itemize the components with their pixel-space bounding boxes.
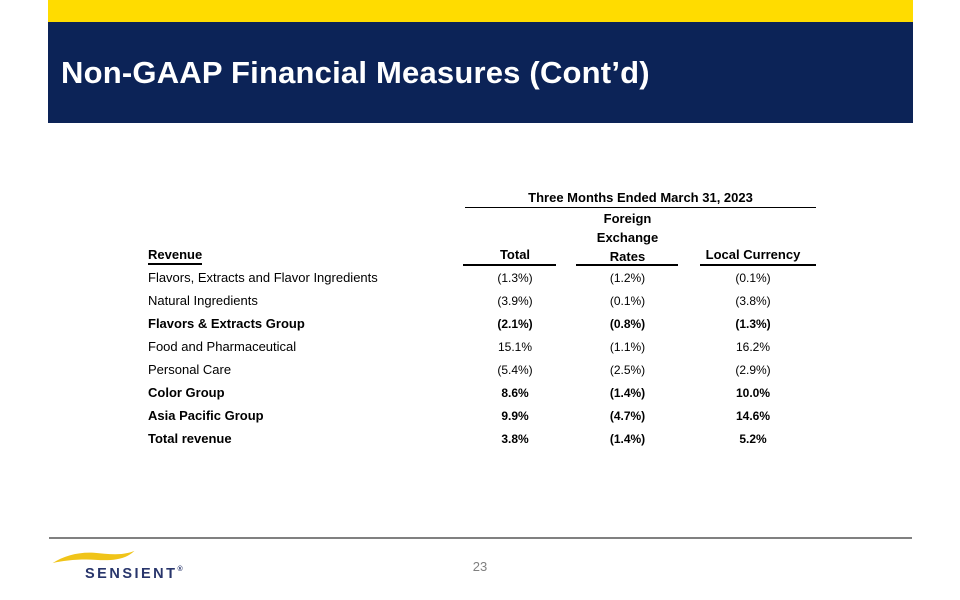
fx-header-line1: Foreign — [603, 211, 652, 226]
row-label: Total revenue — [148, 431, 232, 446]
table-row: Asia Pacific Group 9.9% (4.7%) 14.6% — [148, 404, 816, 427]
slide-title: Non-GAAP Financial Measures (Cont’d) — [61, 55, 650, 90]
row-value-local: 14.6% — [735, 408, 771, 423]
table-period-header: Three Months Ended March 31, 2023 — [465, 190, 816, 208]
row-value-total: (5.4%) — [497, 362, 533, 377]
row-value-fx: (4.7%) — [609, 408, 646, 423]
row-value-fx: (2.5%) — [609, 362, 646, 377]
yellow-accent-band — [48, 0, 913, 22]
row-label: Flavors, Extracts and Flavor Ingredients — [148, 270, 378, 285]
title-banner: Non-GAAP Financial Measures (Cont’d) — [48, 22, 913, 123]
column-header-local-currency: Local Currency — [705, 247, 801, 262]
rates-column-underline — [576, 264, 678, 266]
row-value-fx: (1.1%) — [609, 339, 646, 354]
table-row: Total revenue 3.8% (1.4%) 5.2% — [148, 427, 816, 450]
row-value-local: 10.0% — [735, 385, 771, 400]
row-value-local: 5.2% — [739, 431, 767, 446]
table-row: Color Group 8.6% (1.4%) 10.0% — [148, 381, 816, 404]
row-label: Food and Pharmaceutical — [148, 339, 297, 354]
row-value-total: (1.3%) — [497, 270, 533, 285]
total-column-underline — [463, 264, 556, 266]
row-value-fx: (0.1%) — [609, 293, 646, 308]
column-header-revenue: Revenue — [148, 247, 203, 265]
table-row: Food and Pharmaceutical 15.1% (1.1%) 16.… — [148, 335, 816, 358]
table-row: Personal Care (5.4%) (2.5%) (2.9%) — [148, 358, 816, 381]
fx-header-line2: Exchange — [596, 230, 659, 245]
row-value-fx: (1.4%) — [609, 385, 646, 400]
row-value-local: (2.9%) — [735, 362, 771, 377]
column-header-foreign-exchange-rates: Foreign Exchange Rates — [565, 209, 690, 266]
local-currency-column-underline — [700, 264, 816, 266]
fx-header-line3: Rates — [609, 249, 646, 264]
row-value-total: (3.9%) — [497, 293, 533, 308]
row-label: Personal Care — [148, 362, 232, 377]
column-header-total: Total — [499, 247, 531, 262]
row-value-local: (0.1%) — [735, 270, 771, 285]
row-value-total: 15.1% — [497, 339, 533, 354]
table-row: Natural Ingredients (3.9%) (0.1%) (3.8%) — [148, 289, 816, 312]
row-label: Natural Ingredients — [148, 293, 258, 308]
row-label: Color Group — [148, 385, 225, 400]
row-value-total: 9.9% — [501, 408, 529, 423]
table-row: Flavors & Extracts Group (2.1%) (0.8%) (… — [148, 312, 816, 335]
sensient-logo: SENSIENT® — [50, 549, 200, 582]
row-value-local: (3.8%) — [735, 293, 771, 308]
row-value-fx: (1.4%) — [609, 431, 646, 446]
row-value-total: (2.1%) — [497, 316, 533, 331]
table-body: Flavors, Extracts and Flavor Ingredients… — [148, 266, 816, 450]
logo-swoosh-icon — [52, 550, 135, 564]
registered-trademark-symbol: ® — [177, 566, 183, 573]
row-value-local: (1.3%) — [735, 316, 771, 331]
row-value-total: 3.8% — [501, 431, 529, 446]
row-value-local: 16.2% — [735, 339, 771, 354]
page-number: 23 — [472, 559, 488, 574]
footer-divider-line — [49, 537, 912, 539]
row-label: Asia Pacific Group — [148, 408, 264, 423]
table-row: Flavors, Extracts and Flavor Ingredients… — [148, 266, 816, 289]
row-label: Flavors & Extracts Group — [148, 316, 305, 331]
row-value-total: 8.6% — [501, 385, 529, 400]
logo-wordmark: SENSIENT® — [85, 566, 183, 582]
row-value-fx: (0.8%) — [609, 316, 646, 331]
row-value-fx: (1.2%) — [609, 270, 646, 285]
